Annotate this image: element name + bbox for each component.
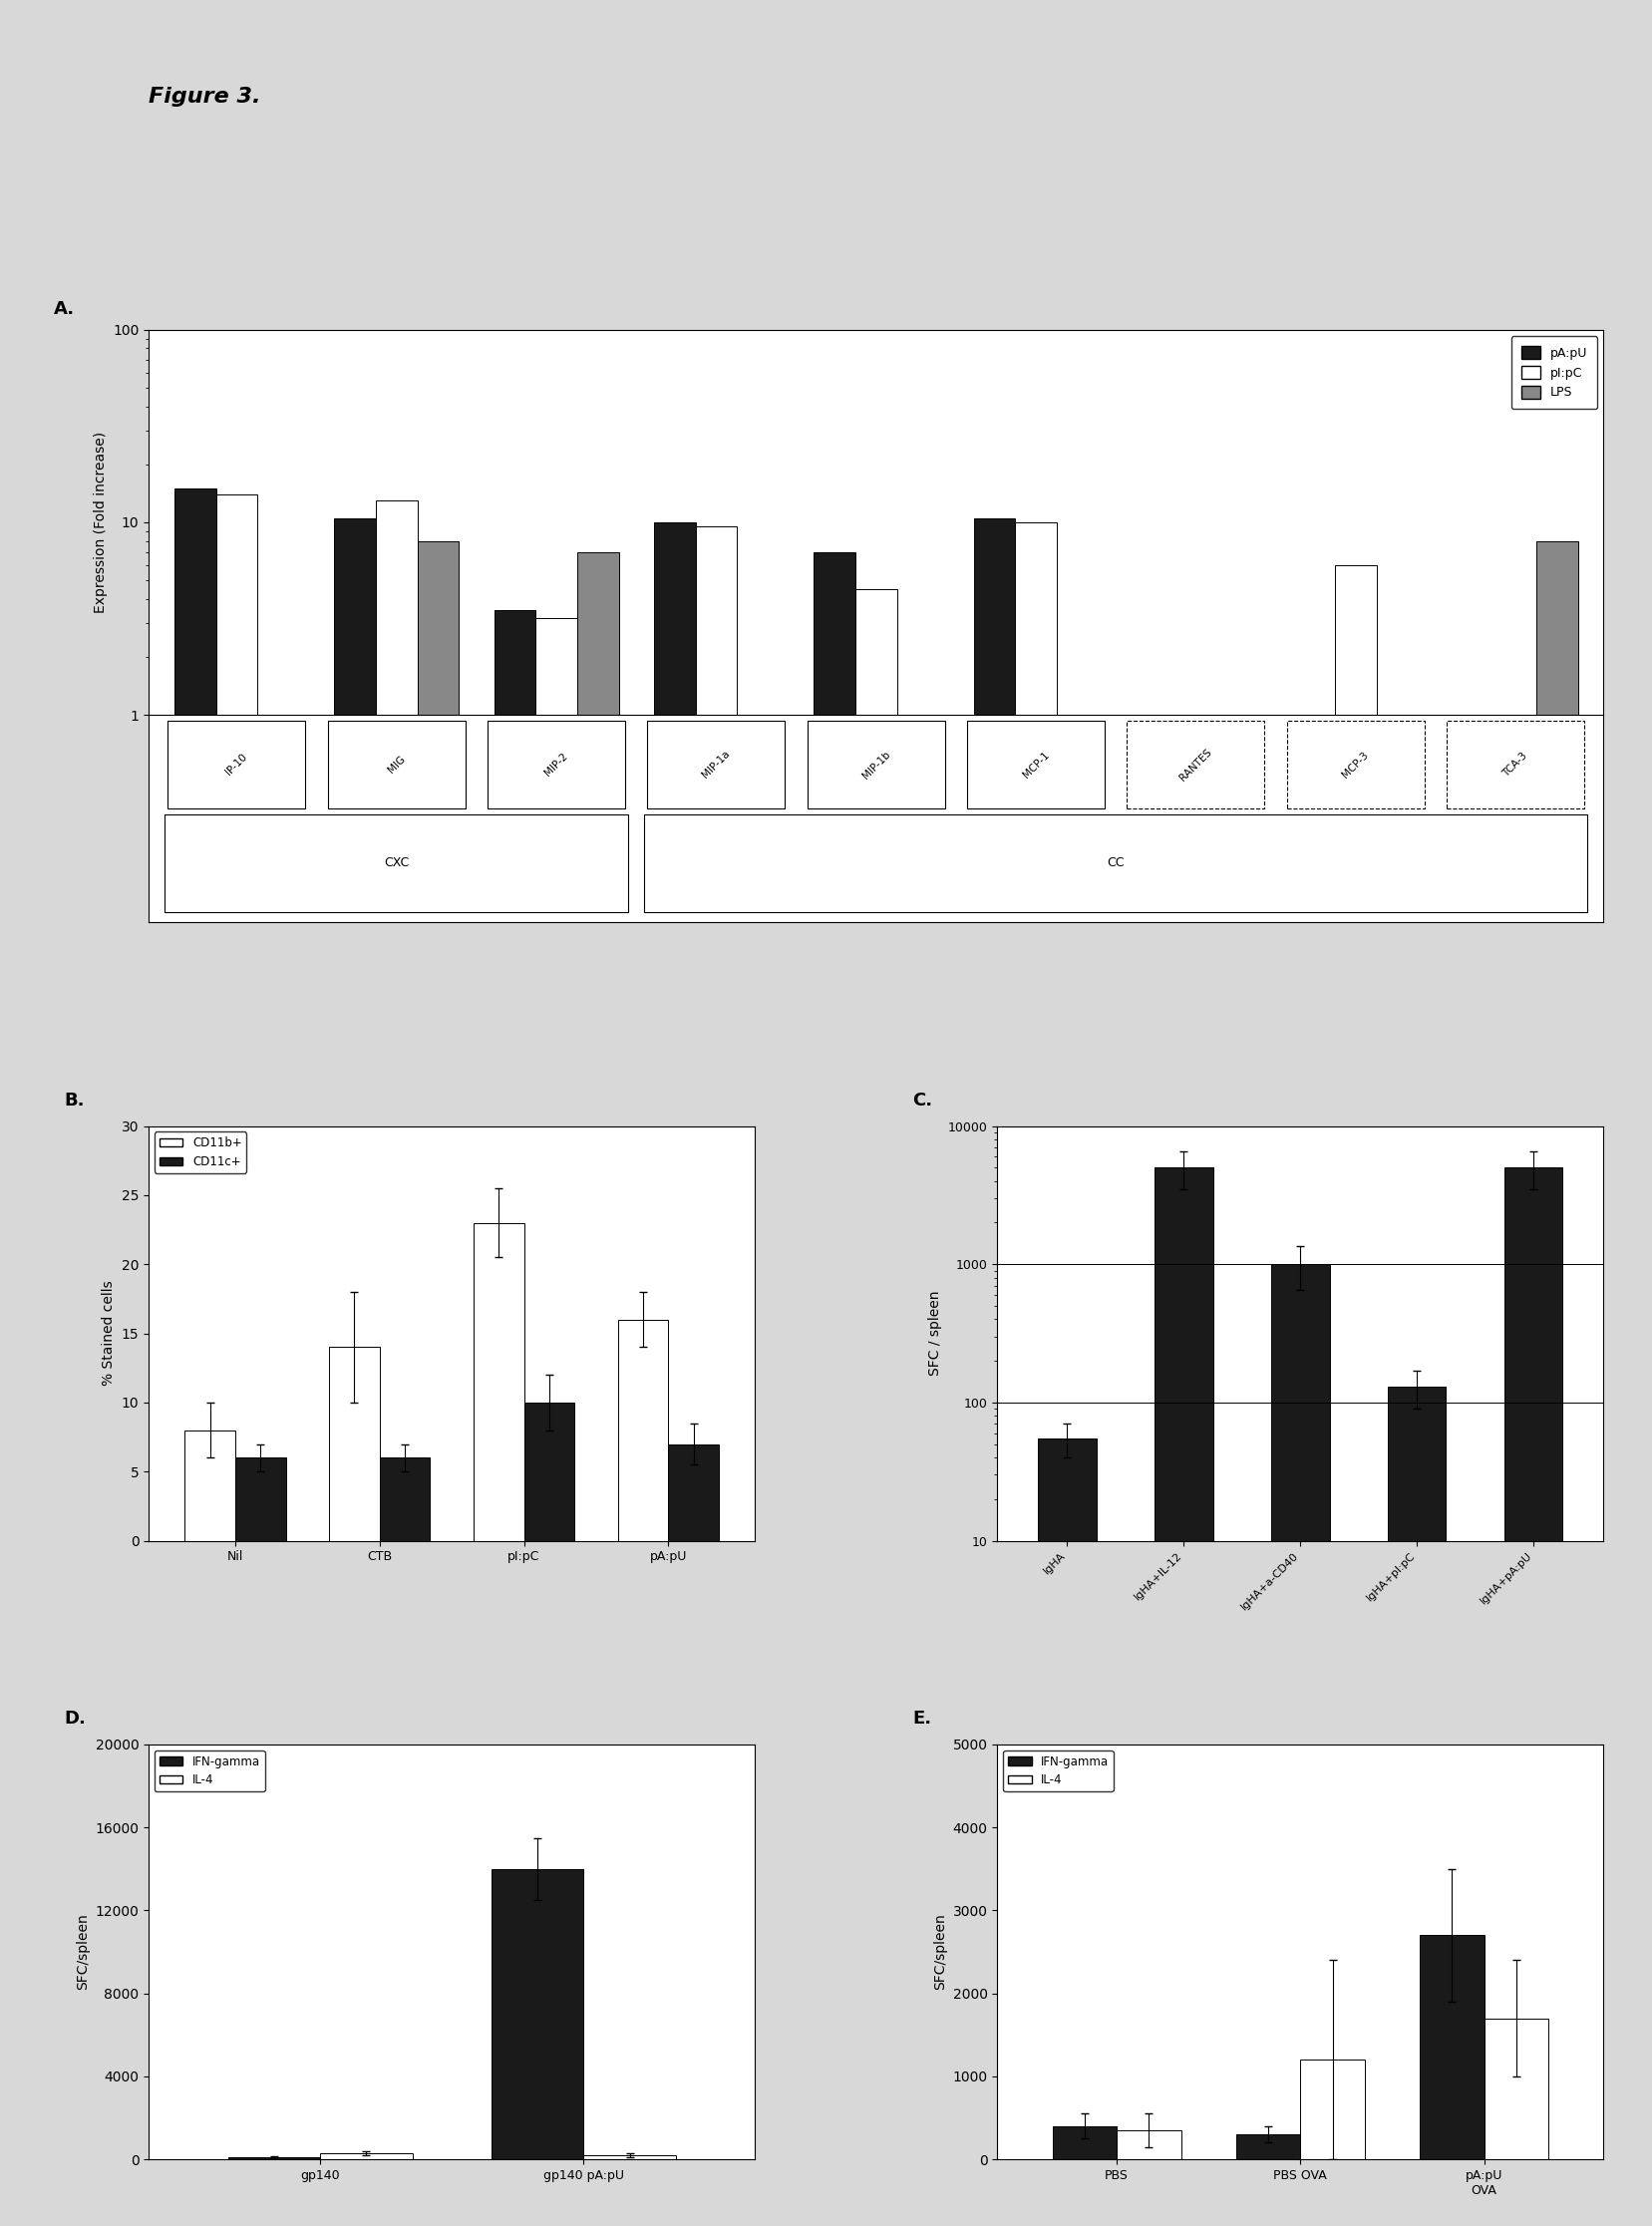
Bar — [737, 715, 778, 2226]
Text: A.: A. — [55, 301, 76, 318]
Bar — [1335, 565, 1376, 2226]
Bar — [973, 519, 1014, 2226]
Bar — [491, 1870, 583, 2159]
Text: B.: B. — [64, 1091, 84, 1109]
FancyBboxPatch shape — [1127, 721, 1264, 808]
Text: MIP-2: MIP-2 — [542, 750, 570, 779]
Bar — [1133, 715, 1175, 2226]
Bar — [1452, 715, 1493, 2226]
Bar — [654, 523, 695, 2226]
Bar — [1388, 1387, 1446, 2226]
Legend: pA:pU, pI:pC, LPS: pA:pU, pI:pC, LPS — [1510, 336, 1596, 410]
Bar — [1155, 1169, 1213, 2226]
Bar — [813, 552, 854, 2226]
Y-axis label: SFC / spleen: SFC / spleen — [928, 1291, 942, 1376]
Bar — [1216, 715, 1257, 2226]
Bar — [235, 1458, 286, 1540]
Bar — [1117, 2130, 1180, 2159]
Bar — [1037, 1438, 1095, 2226]
Bar — [535, 617, 577, 2226]
Bar — [472, 1222, 524, 1540]
FancyBboxPatch shape — [327, 721, 464, 808]
Bar — [667, 1445, 719, 1540]
Text: MIG: MIG — [385, 755, 406, 775]
Text: E.: E. — [912, 1710, 932, 1727]
Text: MCP-1: MCP-1 — [1021, 750, 1051, 779]
Text: D.: D. — [64, 1710, 86, 1727]
Bar — [854, 590, 897, 2226]
Bar — [216, 494, 258, 2226]
Bar — [1052, 2126, 1117, 2159]
Bar — [173, 487, 216, 2226]
Text: CC: CC — [1107, 857, 1123, 870]
Y-axis label: Expression (Fold increase): Expression (Fold increase) — [93, 432, 107, 612]
Text: MIP-1a: MIP-1a — [700, 748, 732, 781]
Bar — [1535, 541, 1578, 2226]
Bar — [258, 715, 299, 2226]
FancyBboxPatch shape — [165, 815, 628, 913]
Bar — [695, 528, 737, 2226]
FancyBboxPatch shape — [648, 721, 785, 808]
FancyBboxPatch shape — [169, 721, 306, 808]
Bar — [1376, 715, 1417, 2226]
Bar — [577, 552, 618, 2226]
Bar — [1056, 715, 1097, 2226]
Legend: IFN-gamma, IL-4: IFN-gamma, IL-4 — [155, 1750, 264, 1792]
Bar — [1014, 523, 1056, 2226]
Bar — [329, 1347, 380, 1540]
Bar — [1270, 1264, 1328, 2226]
Bar — [375, 501, 416, 2226]
Legend: CD11b+, CD11c+: CD11b+, CD11c+ — [155, 1131, 246, 1173]
Bar — [583, 2155, 676, 2159]
Legend: IFN-gamma, IL-4: IFN-gamma, IL-4 — [1003, 1750, 1113, 1792]
Bar — [1236, 2135, 1300, 2159]
Text: C.: C. — [912, 1091, 932, 1109]
FancyBboxPatch shape — [487, 721, 624, 808]
Bar — [334, 519, 375, 2226]
Bar — [618, 1320, 667, 1540]
FancyBboxPatch shape — [1287, 721, 1424, 808]
Bar — [524, 1402, 575, 1540]
FancyBboxPatch shape — [966, 721, 1104, 808]
Y-axis label: % Stained cells: % Stained cells — [102, 1280, 116, 1387]
Bar — [1483, 2019, 1548, 2159]
Text: RANTES: RANTES — [1178, 746, 1213, 784]
Bar — [320, 2153, 411, 2159]
Bar — [380, 1458, 430, 1540]
FancyBboxPatch shape — [1446, 721, 1583, 808]
Text: TCA-3: TCA-3 — [1500, 750, 1528, 779]
Bar — [1300, 2059, 1365, 2159]
Bar — [1503, 1169, 1561, 2226]
Bar — [897, 715, 938, 2226]
Text: Figure 3.: Figure 3. — [149, 87, 261, 107]
Bar — [185, 1429, 235, 1540]
Y-axis label: SFC/spleen: SFC/spleen — [932, 1914, 947, 1990]
Bar — [1419, 1934, 1483, 2159]
FancyBboxPatch shape — [644, 815, 1586, 913]
Y-axis label: SFC/spleen: SFC/spleen — [76, 1914, 89, 1990]
FancyBboxPatch shape — [806, 721, 945, 808]
Text: IP-10: IP-10 — [225, 752, 249, 777]
Bar — [1292, 715, 1335, 2226]
Text: CXC: CXC — [383, 857, 410, 870]
Bar — [416, 541, 459, 2226]
Text: MIP-1b: MIP-1b — [859, 748, 892, 781]
Text: MCP-3: MCP-3 — [1340, 750, 1370, 779]
Bar — [1493, 715, 1535, 2226]
Bar — [494, 610, 535, 2226]
Bar — [1175, 715, 1216, 2226]
